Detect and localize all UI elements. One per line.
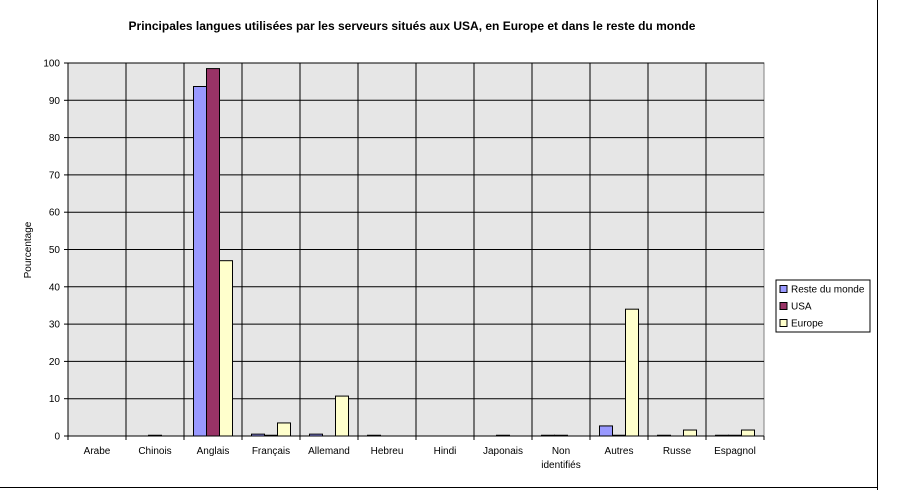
y-tick-label: 20 [49,357,61,368]
legend-box [775,279,871,333]
bar [554,434,568,437]
frame-border-bottom [0,487,878,488]
y-tick-label: 60 [49,208,61,219]
x-tick-label: Français [252,446,290,457]
bar [206,68,220,437]
bar [715,434,729,437]
bar [728,434,742,437]
frame-border-right [877,0,878,490]
y-tick-label: 90 [49,96,61,107]
bar [599,425,613,437]
bar [309,433,323,437]
bar [625,308,639,437]
bar [335,395,349,437]
legend: Reste du monde USA Europe [775,279,871,333]
x-tick-label: Chinois [138,446,171,457]
x-tick-label: Non [552,446,570,457]
x-tick-label: Allemand [308,446,350,457]
x-tick-label: Espagnol [714,446,756,457]
y-axis-label: Pourcentage [23,221,34,278]
x-tick-label: Arabe [84,446,111,457]
bar [251,433,265,437]
y-tick-label: 50 [49,245,61,256]
chart-title: Principales langues utilisées par les se… [129,19,696,33]
x-tick-label: Hebreu [371,446,404,457]
bar [193,85,207,437]
legend-label: Europe [791,319,824,330]
y-tick-label: 0 [54,432,60,443]
y-tick-label: 100 [43,59,60,70]
x-tick-label: identifiés [541,460,580,471]
bar [741,429,755,437]
bar [612,434,626,437]
legend-label: Reste du monde [791,285,865,296]
x-tick-label: Russe [663,446,692,457]
bar [657,434,671,437]
y-tick-label: 70 [49,170,61,181]
bar [219,260,233,437]
legend-swatch [779,302,788,310]
bar [367,434,381,437]
legend-swatch [779,319,788,327]
bar [148,434,162,437]
y-tick-label: 80 [49,133,61,144]
bar [683,429,697,437]
y-tick-label: 40 [49,282,61,293]
bar [264,434,278,437]
x-tick-label: Autres [605,446,634,457]
plot-area: 0 10 20 30 40 50 60 70 80 90 100 Arabe Chinois Anglai… [43,59,765,471]
legend-swatch [779,285,788,293]
x-tick-label: Anglais [197,446,230,457]
y-tick-label: 30 [49,320,61,331]
y-tick-label: 10 [49,394,61,405]
bar [541,434,555,437]
bar [277,422,291,437]
bar [496,434,510,437]
x-tick-label: Japonais [483,446,523,457]
x-tick-label: Hindi [434,446,457,457]
legend-label: USA [791,302,812,313]
